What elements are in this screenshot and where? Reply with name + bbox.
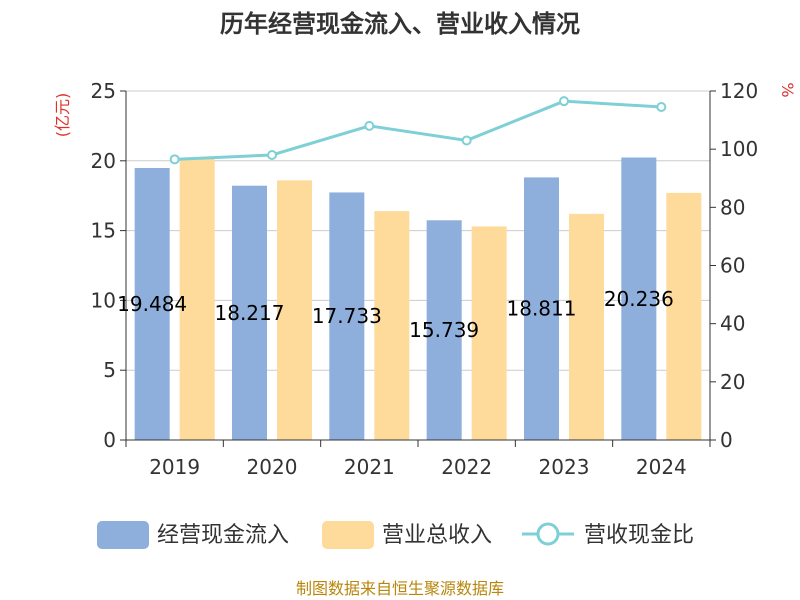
cash-inflow-bar — [524, 177, 559, 440]
legend: 经营现金流入 营业总收入 营收现金比 — [97, 521, 694, 549]
left-tick-label: 0 — [103, 428, 116, 452]
ratio-point — [461, 135, 472, 146]
legend-label: 经营现金流入 — [157, 523, 289, 548]
gridlines — [126, 90, 710, 371]
ratio-line — [169, 96, 667, 165]
right-tick-label: 80 — [720, 195, 745, 219]
cash-inflow-bar — [134, 168, 170, 440]
x-tick-label: 2021 — [344, 455, 395, 479]
data-label: 15.739 — [409, 318, 479, 342]
right-tick-label: 20 — [720, 370, 745, 394]
cash-inflow-bar — [232, 185, 267, 440]
right-tick-label: 120 — [720, 79, 758, 103]
legend-label: 营业总收入 — [382, 523, 492, 548]
data-labels: 19.484 18.217 17.733 15.739 18.811 20.236 — [117, 287, 674, 342]
x-tick-label: 2023 — [539, 455, 590, 479]
data-label: 20.236 — [604, 287, 674, 311]
left-tick-label: 25 — [91, 79, 116, 103]
ratio-line-path — [174, 99, 662, 161]
source-note: 制图数据来自恒生聚源数据库 — [296, 579, 504, 598]
revenue-bar — [179, 158, 215, 440]
x-tick-label: 2019 — [149, 455, 200, 479]
revenue-bar — [277, 180, 312, 440]
cash-inflow-bar — [621, 157, 657, 441]
x-tick-label: 2022 — [441, 455, 492, 479]
revenue-bar — [471, 226, 507, 440]
data-label: 18.811 — [507, 297, 577, 321]
bars — [134, 157, 702, 441]
x-tick-label: 2024 — [636, 455, 687, 479]
left-tick-label: 20 — [91, 149, 116, 173]
x-tick-label: 2020 — [247, 455, 298, 479]
data-label: 17.733 — [312, 304, 382, 328]
left-tick-label: 15 — [91, 219, 116, 243]
right-axis-unit: % — [778, 82, 797, 97]
data-label: 19.484 — [117, 292, 187, 316]
legend-swatch-ratio-marker — [536, 522, 560, 546]
left-tick-label: 10 — [91, 288, 116, 312]
ratio-point — [267, 149, 277, 160]
right-tick-label: 0 — [720, 428, 733, 452]
legend-swatch-revenue — [322, 521, 374, 549]
left-axis-unit: (亿元) — [53, 93, 72, 138]
legend-swatch-cash-inflow — [97, 521, 149, 549]
left-tick-label: 5 — [103, 358, 116, 382]
chart-title: 历年经营现金流入、营业收入情况 — [220, 10, 580, 38]
revenue-bar — [666, 192, 702, 440]
right-tick-label: 60 — [720, 254, 745, 278]
ratio-point — [169, 154, 180, 165]
revenue-bar — [374, 211, 410, 440]
cash-inflow-bar — [329, 192, 365, 440]
ratio-point — [559, 96, 569, 107]
data-label: 18.217 — [215, 301, 285, 325]
right-tick-label: 40 — [720, 312, 745, 336]
axes: 0 5 10 15 20 25 0 20 40 60 80 100 120 2019 2020 2021 202… — [91, 79, 759, 479]
cash-inflow-bar — [426, 220, 462, 440]
revenue-bar — [569, 213, 604, 440]
legend-label: 营收现金比 — [584, 523, 694, 548]
ratio-point — [656, 101, 667, 112]
ratio-point — [364, 120, 375, 131]
right-tick-label: 100 — [720, 137, 758, 161]
